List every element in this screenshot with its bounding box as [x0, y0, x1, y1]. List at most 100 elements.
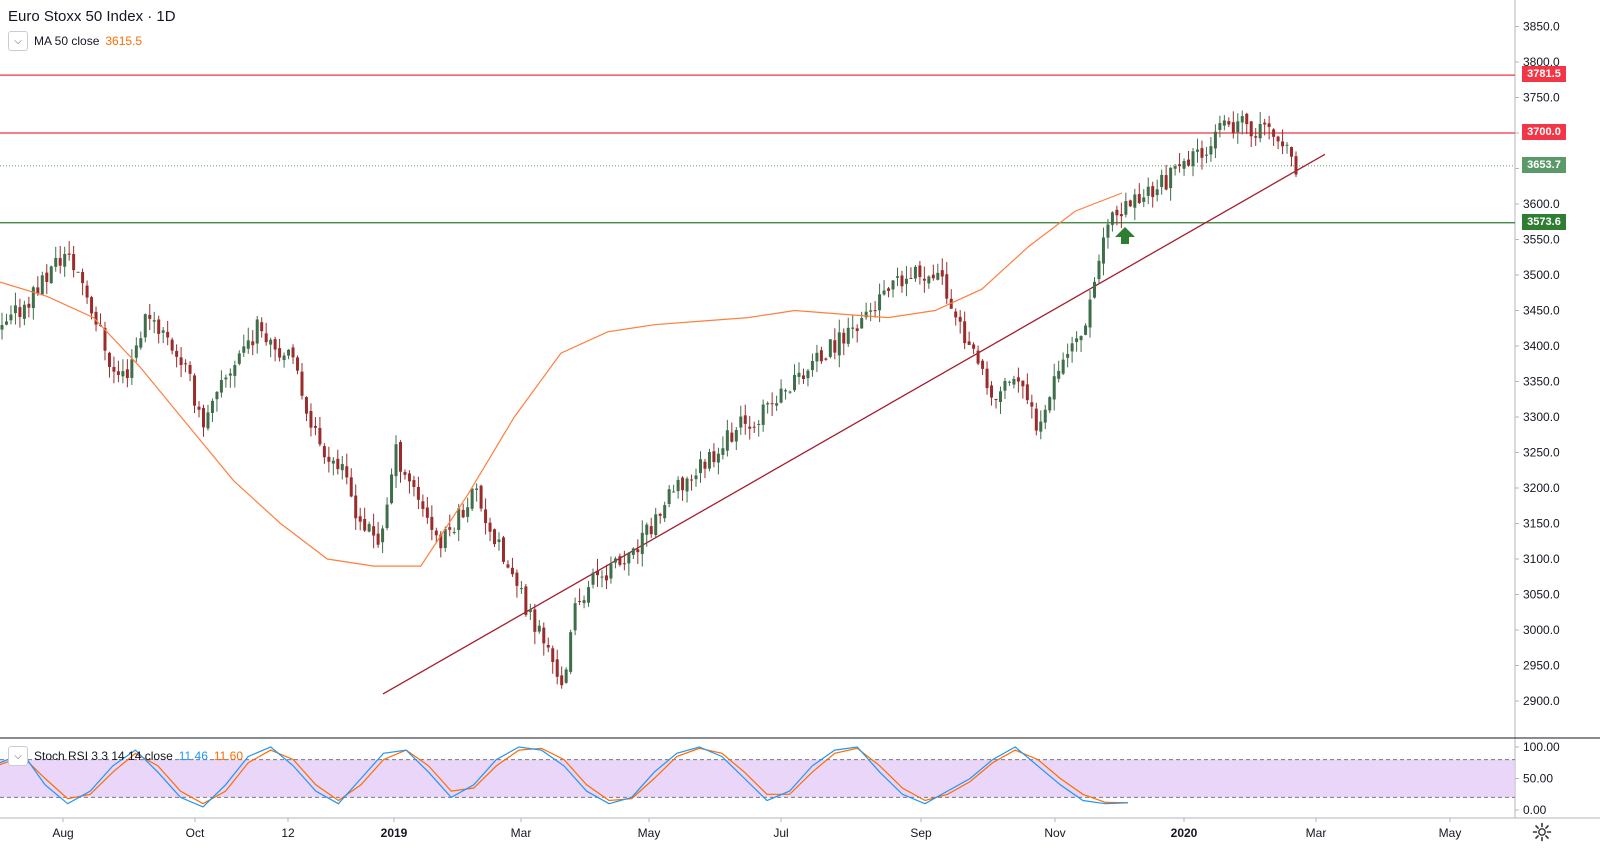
- candle-up: [385, 504, 389, 529]
- candle-down: [1249, 121, 1253, 137]
- candle-down: [157, 319, 161, 334]
- candle-up: [537, 625, 541, 632]
- candle-down: [479, 485, 483, 509]
- candle-down: [304, 397, 308, 414]
- candle-up: [1048, 397, 1052, 411]
- horizontal-levels: [0, 74, 1515, 224]
- candle-down: [1263, 122, 1267, 125]
- candle-up: [161, 330, 165, 333]
- candle-down: [18, 307, 22, 317]
- candle-down: [833, 340, 837, 353]
- candle-up: [627, 552, 631, 564]
- candle-down: [1231, 122, 1235, 134]
- candle-down: [439, 534, 443, 549]
- candle-down: [909, 277, 913, 279]
- candle-up: [1039, 421, 1043, 432]
- candle-up: [1160, 174, 1164, 188]
- candle-down: [300, 371, 304, 396]
- price-tick-label: 3250.0: [1523, 446, 1560, 460]
- candle-down: [743, 415, 747, 424]
- candle-up: [815, 352, 819, 362]
- candle-up: [613, 558, 617, 563]
- chevron-down-icon[interactable]: ⌵: [8, 31, 28, 51]
- price-axis: 2900.0 2950.0 3000.0 3050.0 3100.0 3150.0 3200…: [0, 0, 1600, 819]
- candle-down: [72, 254, 76, 271]
- stoch-d-value: 11.60: [213, 749, 244, 763]
- candle-down: [1115, 209, 1119, 216]
- price-tick-label: 3200.0: [1523, 481, 1560, 495]
- price-tick-label: 3150.0: [1523, 517, 1560, 531]
- candle-up: [1097, 260, 1101, 280]
- candle-up: [1142, 197, 1146, 202]
- candle-up: [1218, 123, 1222, 130]
- candle-down: [1290, 147, 1294, 157]
- candle-down: [1245, 113, 1249, 125]
- candle-down: [94, 311, 98, 325]
- candle-up: [0, 325, 4, 330]
- time-tick-label: 2020: [1171, 826, 1198, 840]
- candle-down: [336, 458, 340, 470]
- candle-down: [855, 328, 859, 332]
- gear-icon[interactable]: [1532, 822, 1552, 842]
- up-arrow-icon: [1115, 227, 1135, 244]
- candle-up: [1061, 359, 1065, 374]
- candle-down: [551, 648, 555, 663]
- chevron-down-icon[interactable]: ⌵: [8, 746, 28, 766]
- candle-down: [1276, 136, 1280, 142]
- candle-up: [667, 489, 671, 504]
- candle-down: [703, 461, 707, 469]
- candle-down: [824, 358, 828, 360]
- candle-down: [376, 533, 380, 545]
- candle-down: [36, 287, 40, 294]
- candle-up: [1003, 380, 1007, 391]
- candle-down: [546, 644, 550, 648]
- candle-down: [922, 278, 926, 281]
- candle-down: [90, 297, 94, 314]
- candle-up: [860, 318, 864, 329]
- candle-down: [1119, 214, 1123, 217]
- candle-down: [1030, 402, 1034, 407]
- candle-down: [681, 477, 685, 491]
- candle-up: [672, 491, 676, 493]
- candle-down: [278, 348, 282, 358]
- stoch-rsi-pane: 0.00 50.00 100.00: [0, 740, 1560, 817]
- candle-down: [407, 473, 411, 482]
- time-tick-label: Jul: [773, 826, 788, 840]
- candle-down: [873, 310, 877, 312]
- price-tag-last: 3653.7: [1522, 157, 1566, 173]
- candle-down: [819, 350, 823, 362]
- candle-down: [488, 522, 492, 532]
- candle-up: [1182, 160, 1186, 169]
- candle-up: [645, 524, 649, 535]
- candle-up: [654, 514, 658, 536]
- candle-down: [125, 369, 129, 379]
- price-tick-label: 2900.0: [1523, 694, 1560, 708]
- candle-up: [49, 266, 53, 284]
- candle-up: [725, 430, 729, 451]
- candle-down: [358, 516, 362, 522]
- candle-down: [690, 479, 694, 481]
- candle-up: [1043, 409, 1047, 423]
- candle-up: [470, 488, 474, 509]
- candle-up: [1173, 166, 1177, 169]
- candle-up: [1133, 194, 1137, 208]
- candle-up: [237, 353, 241, 364]
- candle-down: [1254, 136, 1258, 138]
- candle-down: [972, 344, 976, 349]
- candle-up: [1075, 338, 1079, 343]
- candle-down: [887, 288, 891, 291]
- candle-up: [9, 314, 13, 321]
- candle-down: [403, 472, 407, 475]
- candle-down: [967, 341, 971, 345]
- chart-legend: Euro Stoxx 50 Index · 1D ⌵ MA 50 close 3…: [8, 8, 176, 51]
- candle-down: [1187, 159, 1191, 166]
- candle-down: [954, 311, 958, 318]
- candle-down: [770, 403, 774, 405]
- candle-up: [766, 403, 770, 405]
- candle-up: [519, 588, 523, 590]
- candle-up: [287, 349, 291, 356]
- candle-up: [913, 266, 917, 279]
- candle-down: [188, 364, 192, 374]
- candle-up: [663, 505, 667, 519]
